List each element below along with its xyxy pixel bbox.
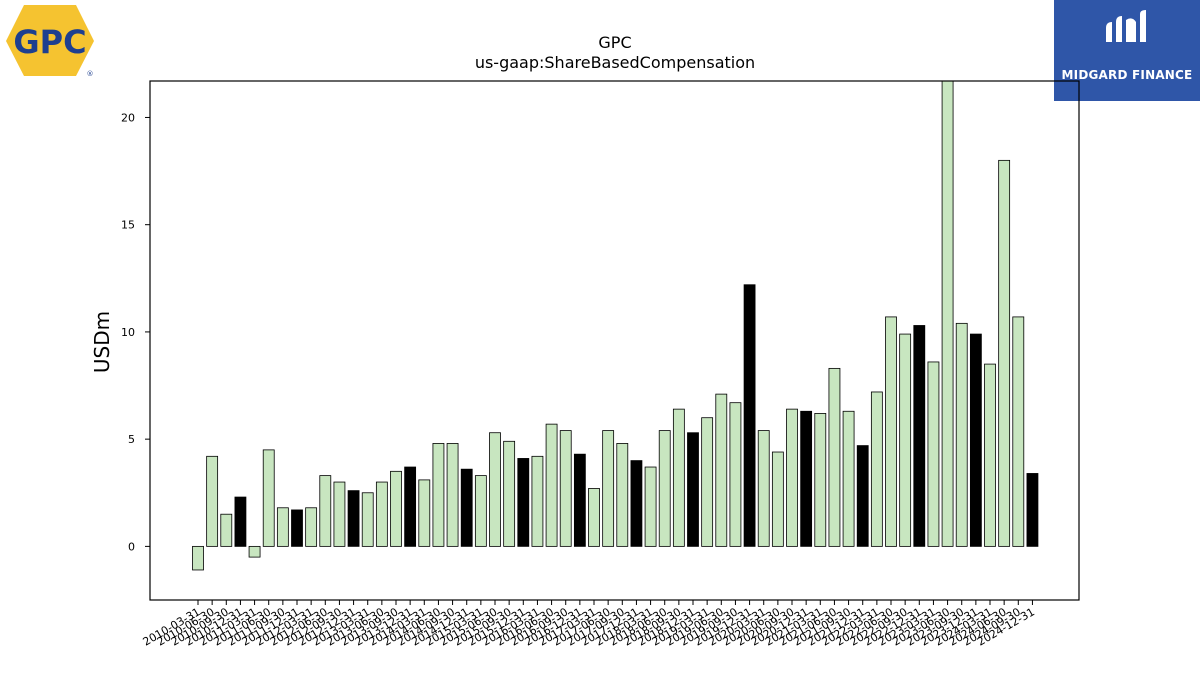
bar-2017-09-30: [616, 443, 629, 547]
bar-2016-12-31: [573, 453, 586, 547]
bar-2023-06-30: [941, 80, 954, 547]
bar-2012-03-31: [305, 507, 318, 547]
bar-2015-12-31: [517, 458, 530, 547]
bar-2016-03-31: [531, 455, 544, 547]
gpc-logo-graphic: GPC ®: [6, 5, 94, 78]
bar-2022-06-30: [885, 316, 897, 547]
bar-2020-03-31: [757, 430, 770, 547]
bar-2016-06-30: [545, 423, 558, 547]
bar-2023-03-31: [927, 361, 940, 547]
bar-2022-09-30: [899, 333, 912, 547]
gpc-logo-text: GPC: [13, 23, 86, 61]
bar-2018-09-30: [672, 408, 685, 547]
bar-2010-03-31: [192, 545, 204, 571]
bar-2019-12-31: [743, 284, 756, 547]
y-tick-label: 5: [128, 433, 135, 446]
bar-2012-12-31: [347, 490, 360, 547]
bar-2015-03-31: [474, 475, 487, 547]
bar-2010-09-30: [220, 513, 233, 547]
bar-2015-09-30: [503, 440, 516, 547]
bar-2016-09-30: [559, 430, 572, 547]
bar-2020-09-30: [786, 408, 798, 547]
bar-2017-03-31: [588, 488, 600, 547]
bar-2013-06-30: [375, 481, 388, 547]
midgard-logo-mark-icon: [1106, 10, 1146, 42]
chart-title: GPC: [598, 33, 631, 52]
bar-2013-09-30: [390, 470, 402, 547]
plot-frame: [149, 80, 1080, 601]
bar-2024-06-30: [998, 159, 1011, 547]
bar-2011-06-30: [262, 449, 275, 547]
bar-2021-12-31: [856, 445, 869, 547]
x-axis: 2010-03-312010-06-302010-09-302010-12-31…: [141, 600, 1037, 649]
bar-2013-12-31: [404, 466, 417, 547]
bar-2014-06-30: [432, 443, 445, 547]
bar-2024-03-31: [984, 363, 996, 547]
bar-2013-03-31: [361, 492, 374, 547]
bars-layer: [192, 80, 1039, 571]
bar-2018-03-31: [644, 466, 657, 547]
bar-2014-03-31: [418, 479, 431, 547]
bar-2018-12-31: [687, 432, 699, 547]
bar-2017-06-30: [602, 430, 615, 547]
y-tick-label: 15: [121, 219, 135, 232]
bar-2023-09-30: [955, 322, 968, 547]
bar-2012-06-30: [319, 475, 332, 547]
midgard-finance-logo: MIDGARD FINANCE: [1054, 0, 1200, 101]
bar-2011-09-30: [276, 507, 289, 547]
bar-2023-12-31: [969, 333, 982, 547]
bar-2019-03-31: [701, 417, 714, 547]
bar-2021-03-31: [814, 413, 827, 547]
bar-2011-03-31: [248, 545, 261, 558]
bar-2012-09-30: [333, 481, 346, 547]
y-axis: 0 5 10 15 20: [121, 111, 150, 553]
bar-2024-12-31: [1026, 473, 1039, 547]
chart-subtitle: us-gaap:ShareBasedCompensation: [475, 53, 755, 72]
bar-2021-09-30: [842, 410, 855, 547]
y-tick-label: 10: [121, 326, 135, 339]
bar-2011-12-31: [291, 509, 303, 547]
bar-2020-06-30: [771, 451, 784, 547]
gpc-logo-badge: [6, 5, 94, 76]
bar-2019-09-30: [729, 402, 742, 547]
bar-2021-06-30: [828, 367, 841, 547]
bar-2017-12-31: [630, 460, 643, 547]
bar-2014-12-31: [460, 468, 473, 547]
bar-2015-06-30: [489, 432, 501, 547]
bar-2014-09-30: [446, 443, 459, 547]
gpc-logo: GPC ®: [4, 4, 96, 78]
bar-2010-12-31: [234, 496, 247, 547]
bar-2018-06-30: [658, 430, 671, 547]
bar-2022-03-31: [870, 391, 883, 547]
y-axis-label: USDm: [90, 311, 114, 373]
y-tick-label: 20: [121, 111, 135, 124]
registered-mark: ®: [87, 70, 94, 78]
bar-2024-09-30: [1012, 316, 1025, 547]
bar-2010-06-30: [206, 455, 219, 547]
midgard-logo-text: MIDGARD FINANCE: [1061, 68, 1193, 82]
bar-2019-06-30: [715, 393, 728, 547]
bar-2022-12-31: [913, 325, 926, 547]
y-tick-label: 0: [128, 540, 135, 553]
bar-2020-12-31: [800, 410, 813, 547]
